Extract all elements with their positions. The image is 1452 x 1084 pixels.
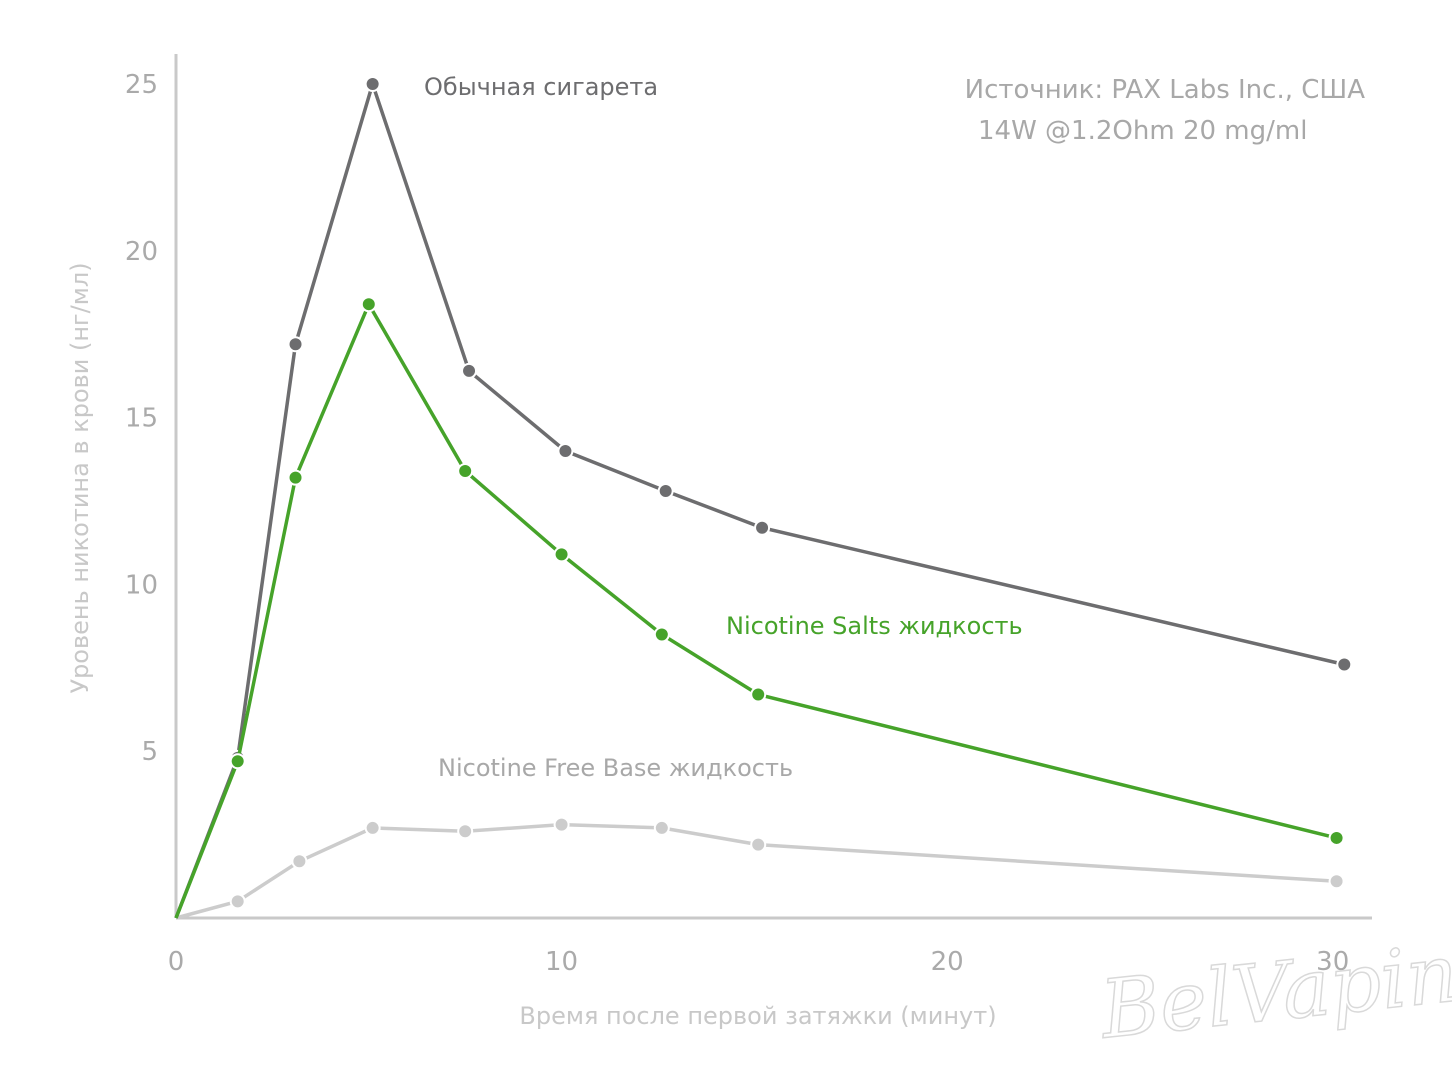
x-tick-label: 10	[545, 947, 578, 977]
data-point	[750, 836, 767, 853]
x-tick-label: 20	[931, 947, 964, 977]
series-line	[174, 82, 1345, 919]
series-1	[174, 296, 1345, 919]
data-point	[457, 462, 474, 479]
data-point	[553, 816, 570, 833]
data-point	[553, 546, 570, 563]
data-point	[457, 823, 474, 840]
watermark: BelVaping	[1094, 921, 1452, 1056]
source-line-2: 14W @1.2Ohm 20 mg/ml	[978, 116, 1307, 146]
data-point	[364, 819, 381, 836]
series-group	[174, 76, 1353, 920]
data-point	[1336, 656, 1353, 673]
y-tick-label: 20	[125, 237, 158, 267]
data-point	[653, 819, 670, 836]
x-tick-label: 0	[168, 947, 185, 977]
y-axis-title: Уровень никотина в крови (нг/мл)	[66, 262, 94, 693]
series-0	[174, 76, 1353, 919]
tick-labels: 5 10 15 20 25 0 10 20 30	[125, 70, 1349, 977]
data-point	[657, 483, 674, 500]
data-point	[754, 519, 771, 536]
y-tick-label: 5	[141, 737, 158, 767]
data-point	[557, 442, 574, 459]
series-2	[175, 816, 1345, 920]
data-point	[287, 469, 304, 486]
y-tick-label: 10	[125, 570, 158, 600]
data-point	[229, 753, 246, 770]
data-point	[750, 686, 767, 703]
series-label-nicotine-salts: Nicotine Salts жидкость	[726, 612, 1023, 640]
series-label-cigarette: Обычная сигарета	[424, 73, 658, 101]
source-line-1: Источник: PAX Labs Inc., США	[965, 75, 1366, 105]
data-point	[287, 336, 304, 353]
x-axis-title: Время после первой затяжки (минут)	[519, 1002, 996, 1030]
series-label-free-base: Nicotine Free Base жидкость	[438, 754, 793, 782]
data-point	[229, 893, 246, 910]
data-point	[653, 626, 670, 643]
data-point	[1328, 829, 1345, 846]
data-point	[461, 362, 478, 379]
x-tick-label: 30	[1316, 947, 1349, 977]
data-point	[291, 853, 308, 870]
data-point	[1328, 873, 1345, 890]
data-point	[360, 296, 377, 313]
axes	[174, 54, 1372, 920]
data-point	[364, 76, 381, 93]
y-tick-label: 15	[125, 404, 158, 434]
y-tick-label: 25	[125, 70, 158, 100]
